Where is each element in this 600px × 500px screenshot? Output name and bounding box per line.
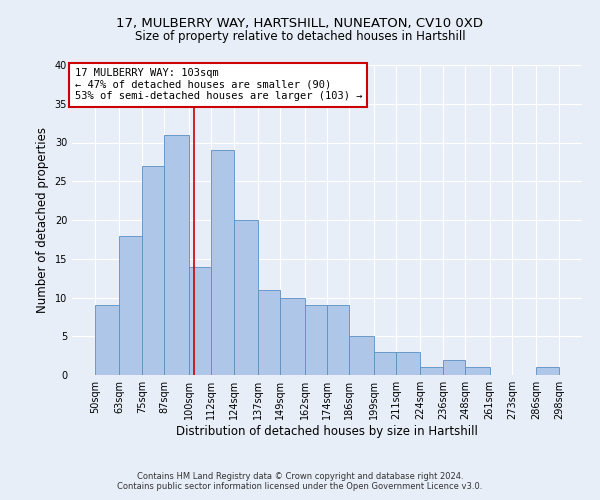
Bar bbox=[95, 305, 119, 375]
Bar bbox=[374, 352, 396, 375]
Bar bbox=[466, 367, 490, 375]
Text: 17 MULBERRY WAY: 103sqm
← 47% of detached houses are smaller (90)
53% of semi-de: 17 MULBERRY WAY: 103sqm ← 47% of detache… bbox=[74, 68, 362, 102]
Bar bbox=[421, 367, 443, 375]
Bar bbox=[164, 134, 188, 375]
Bar bbox=[233, 220, 258, 375]
Bar bbox=[258, 290, 280, 375]
Y-axis label: Number of detached properties: Number of detached properties bbox=[36, 127, 49, 313]
Bar bbox=[119, 236, 142, 375]
Bar bbox=[443, 360, 466, 375]
Bar bbox=[280, 298, 305, 375]
Text: 17, MULBERRY WAY, HARTSHILL, NUNEATON, CV10 0XD: 17, MULBERRY WAY, HARTSHILL, NUNEATON, C… bbox=[116, 18, 484, 30]
Text: Contains HM Land Registry data © Crown copyright and database right 2024.: Contains HM Land Registry data © Crown c… bbox=[137, 472, 463, 481]
Bar bbox=[188, 266, 211, 375]
Bar bbox=[536, 367, 559, 375]
Bar bbox=[142, 166, 164, 375]
X-axis label: Distribution of detached houses by size in Hartshill: Distribution of detached houses by size … bbox=[176, 425, 478, 438]
Text: Contains public sector information licensed under the Open Government Licence v3: Contains public sector information licen… bbox=[118, 482, 482, 491]
Bar bbox=[396, 352, 421, 375]
Text: Size of property relative to detached houses in Hartshill: Size of property relative to detached ho… bbox=[134, 30, 466, 43]
Bar bbox=[305, 305, 327, 375]
Bar bbox=[327, 305, 349, 375]
Bar bbox=[211, 150, 233, 375]
Bar bbox=[349, 336, 374, 375]
